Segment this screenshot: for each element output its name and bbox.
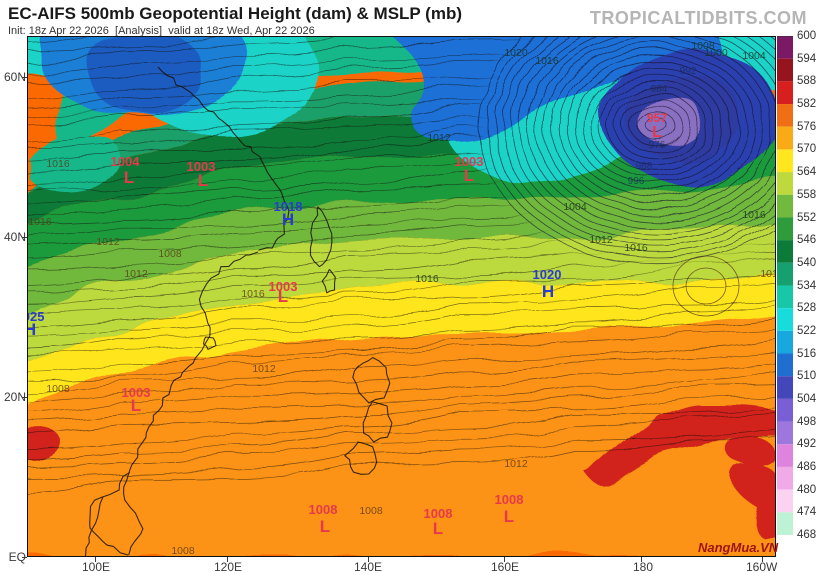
svg-text:1008: 1008 [158,248,182,260]
svg-text:1012: 1012 [504,458,528,470]
svg-text:1008: 1008 [359,505,383,517]
svg-text:1016: 1016 [535,55,559,67]
svg-text:984: 984 [651,84,668,95]
svg-text:1020: 1020 [533,267,562,282]
svg-text:1012: 1012 [589,234,613,246]
svg-text:1000: 1000 [704,47,728,59]
svg-text:1012: 1012 [252,363,276,375]
svg-text:L: L [198,171,208,190]
svg-text:1004: 1004 [563,201,587,213]
svg-text:H: H [28,320,36,339]
svg-text:L: L [652,124,662,141]
svg-text:1004: 1004 [111,154,141,169]
svg-text:L: L [433,519,443,538]
svg-text:1020: 1020 [504,47,528,59]
svg-text:L: L [320,517,330,536]
svg-text:957: 957 [647,111,667,125]
svg-text:L: L [278,287,288,306]
svg-text:1016: 1016 [624,242,648,254]
svg-text:1012: 1012 [96,236,120,248]
svg-text:1012: 1012 [427,132,451,144]
svg-text:L: L [124,168,134,187]
svg-text:988: 988 [636,161,653,172]
svg-text:1012: 1012 [124,268,148,280]
svg-text:1008: 1008 [309,502,338,517]
svg-text:1016: 1016 [760,268,776,280]
svg-text:1008: 1008 [171,545,195,557]
svg-text:1016: 1016 [241,288,265,300]
svg-text:1008: 1008 [495,492,524,507]
svg-text:L: L [464,166,474,185]
svg-text:1016: 1016 [415,273,439,285]
svg-text:992: 992 [680,66,697,77]
svg-text:L: L [504,507,514,526]
svg-text:1016: 1016 [28,216,52,228]
svg-text:L: L [131,396,141,415]
svg-text:1016: 1016 [742,209,766,221]
svg-text:H: H [282,210,294,229]
svg-text:996: 996 [628,176,645,187]
svg-text:1004: 1004 [742,50,766,62]
svg-text:H: H [542,282,554,301]
svg-text:1008: 1008 [46,383,70,395]
svg-text:1016: 1016 [46,158,70,170]
svg-text:976: 976 [649,140,666,151]
